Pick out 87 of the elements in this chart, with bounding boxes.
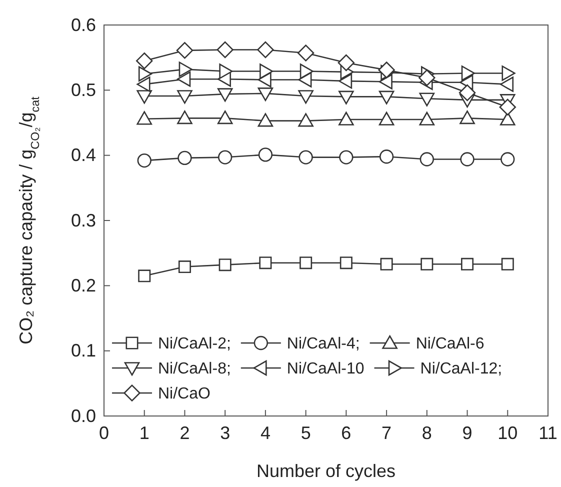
point (338, 54, 355, 72)
point (138, 270, 151, 282)
point (340, 256, 352, 270)
point (461, 258, 474, 270)
point (461, 66, 475, 81)
point (177, 71, 191, 87)
point (300, 256, 312, 270)
point (419, 92, 435, 106)
point (500, 152, 515, 166)
point (258, 88, 274, 102)
y-tick-label: 0.4 (70, 145, 96, 166)
x-tick-label: 4 (260, 422, 270, 443)
point (217, 88, 233, 102)
x-tick-label: 9 (462, 422, 472, 443)
x-tick-label: 5 (300, 422, 311, 443)
legend-label: Ni/CaAl-10 (286, 360, 364, 378)
point (298, 90, 314, 104)
point (458, 84, 476, 102)
point (297, 44, 314, 62)
point (176, 42, 194, 59)
point (298, 113, 314, 127)
point (338, 112, 354, 126)
legend-label: Ni/CaO (158, 386, 210, 403)
x-axis-title: Number of cycles (256, 461, 396, 481)
y-tick-label: 0.1 (70, 340, 96, 361)
point (500, 76, 514, 92)
point (258, 72, 272, 88)
x-tick-label: 11 (538, 422, 558, 443)
point (418, 69, 436, 86)
x-tick-label: 0 (98, 422, 110, 443)
point (338, 73, 352, 89)
legend-label: Ni/CaAl-2; (158, 336, 231, 353)
point (138, 66, 152, 82)
legend-label: Ni/CaAl-12; (420, 360, 502, 378)
point (499, 98, 516, 116)
y-tick-label: 0.6 (70, 14, 96, 35)
y-tick-label: 0.3 (70, 210, 96, 230)
legend-label: Ni/CaAl-4; (286, 336, 360, 353)
point (460, 152, 474, 166)
point (216, 41, 234, 58)
point (178, 62, 192, 77)
point (378, 112, 394, 126)
x-tick-label: 2 (180, 422, 190, 443)
point (178, 150, 192, 166)
point (502, 66, 516, 81)
point (300, 64, 314, 79)
point (177, 110, 192, 124)
x-tick-label: 8 (422, 422, 432, 443)
point (219, 64, 233, 79)
point (419, 112, 435, 126)
x-tick-label: 10 (498, 422, 518, 443)
x-tick-label: 1 (139, 422, 150, 443)
point (460, 110, 475, 124)
point (136, 90, 152, 104)
point (378, 62, 395, 78)
point (136, 76, 150, 92)
y-tick-label: 0.5 (70, 80, 96, 100)
point (338, 90, 354, 104)
point (258, 113, 274, 127)
point (136, 52, 153, 70)
point (218, 150, 232, 164)
legend-label: Ni/CaAl-8; (158, 360, 231, 378)
x-tick-label: 7 (382, 422, 392, 443)
y-tick-label: 0.0 (70, 406, 96, 426)
legend-label: Ni/CaAl-6 (416, 336, 484, 353)
point (380, 258, 393, 270)
point (379, 150, 394, 164)
point (260, 64, 274, 79)
point (378, 90, 394, 104)
point (378, 74, 392, 90)
point (136, 111, 152, 125)
point (177, 90, 192, 104)
x-tick-label: 6 (341, 422, 352, 443)
point (137, 153, 152, 168)
point (258, 148, 273, 162)
point (501, 258, 514, 270)
point (339, 150, 354, 164)
point (178, 260, 191, 274)
point (257, 41, 274, 58)
point (298, 150, 313, 164)
y-tick-label: 0.2 (70, 275, 96, 296)
point (420, 152, 434, 166)
x-tick-label: 3 (220, 422, 230, 443)
point (218, 258, 232, 272)
point (259, 256, 272, 270)
point (420, 258, 434, 270)
point (217, 110, 233, 124)
